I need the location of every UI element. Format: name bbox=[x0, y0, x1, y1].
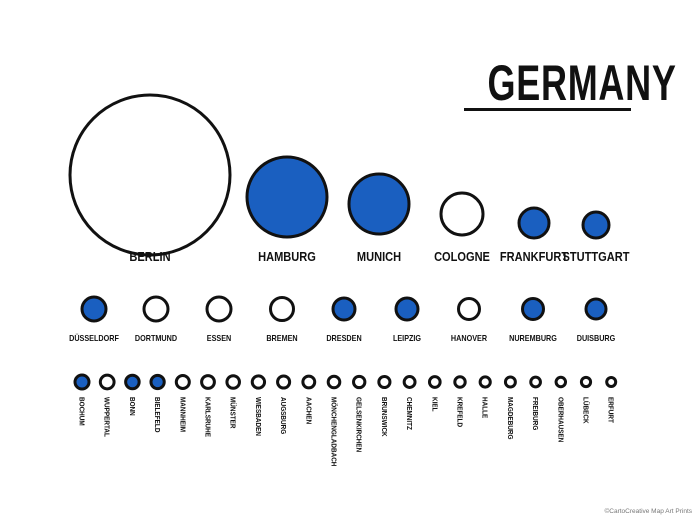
copyright-credit: ©CartoCreative Map Art Prints bbox=[604, 508, 692, 515]
city-circle-nuremburg bbox=[521, 297, 545, 321]
city-circle-oberhausen bbox=[554, 375, 568, 389]
city-label: HANOVER bbox=[450, 333, 488, 343]
city-label: FREIBURG bbox=[531, 397, 541, 431]
city-label: DUISBURG bbox=[576, 333, 616, 343]
city-circle-hanover bbox=[457, 297, 481, 321]
city-circle-kiel bbox=[427, 375, 442, 389]
city-label: BIELEFELD bbox=[153, 397, 163, 433]
city-circle-hamburg bbox=[245, 155, 329, 239]
city-label: MUNICH bbox=[356, 249, 402, 264]
city-label: BRUNSWICK bbox=[379, 397, 389, 437]
city-label: KIEL bbox=[430, 397, 440, 412]
city-circle-krefeld bbox=[453, 375, 467, 389]
city-label: OBERHAUSEN bbox=[556, 397, 566, 443]
city-label: ERFURT bbox=[606, 397, 616, 423]
city-circle-magdeburg bbox=[503, 375, 517, 389]
city-circle-stuttgart bbox=[581, 210, 611, 240]
city-circle-freiburg bbox=[529, 375, 542, 389]
city-label: DRESDEN bbox=[326, 333, 362, 343]
city-circle-duisburg bbox=[584, 297, 608, 321]
city-label: COLOGNE bbox=[434, 249, 490, 264]
city-label: STUTTGART bbox=[562, 249, 630, 264]
city-label: ESSEN bbox=[206, 333, 232, 343]
city-circle-berlin bbox=[68, 93, 232, 257]
city-label: DÜSSELDORF bbox=[69, 333, 119, 343]
city-circle-frankfurt bbox=[517, 206, 551, 240]
city-label: MAGDEBURG bbox=[505, 397, 515, 440]
city-circle-lübeck bbox=[579, 375, 593, 389]
city-circle-karlsruhe bbox=[200, 374, 216, 390]
city-circle-mannheim bbox=[174, 373, 191, 391]
city-label: AACHEN bbox=[304, 397, 314, 425]
city-label: AUGSBURG bbox=[279, 397, 289, 435]
city-circle-bremen bbox=[269, 296, 295, 322]
city-circle-dortmund bbox=[142, 295, 170, 323]
city-label: LEIPZIG bbox=[392, 333, 422, 343]
city-circle-essen bbox=[205, 295, 233, 323]
city-circle-bielefeld bbox=[149, 373, 166, 391]
city-label: CHEMNITZ bbox=[405, 397, 415, 430]
city-circle-dresden bbox=[331, 296, 357, 322]
city-label: WIESBADEN bbox=[253, 397, 263, 436]
city-label: GELSENKIRCHEN bbox=[354, 397, 364, 453]
city-label: KREFELD bbox=[455, 397, 465, 428]
city-label: FRANKFURT bbox=[499, 249, 569, 264]
city-circle-bonn bbox=[124, 373, 141, 391]
city-circle-halle bbox=[478, 375, 492, 389]
city-circle-augsburg bbox=[276, 374, 292, 390]
title-underline bbox=[464, 108, 631, 111]
city-circle-brunswick bbox=[377, 374, 392, 390]
city-label: WUPPERTAL bbox=[102, 397, 112, 437]
city-circle-wuppertal bbox=[98, 373, 116, 391]
city-circle-aachen bbox=[301, 374, 317, 390]
city-label: DORTMUND bbox=[134, 333, 178, 343]
city-circle-mönchengladbach bbox=[326, 374, 342, 390]
city-circle-leipzig bbox=[394, 296, 420, 322]
city-label: MÜNSTER bbox=[228, 397, 238, 429]
city-circle-erfurt bbox=[605, 376, 618, 388]
city-circle-düsseldorf bbox=[80, 295, 108, 323]
city-label: MÖNCHENGLADBACH bbox=[329, 397, 339, 467]
city-circle-wiesbaden bbox=[250, 374, 267, 390]
city-label: LÜBECK bbox=[581, 397, 591, 424]
city-label: BREMEN bbox=[266, 333, 298, 343]
city-label: BOCHUM bbox=[77, 397, 87, 426]
city-label: HAMBURG bbox=[258, 249, 316, 264]
city-label: MANNHEIM bbox=[178, 397, 188, 433]
city-label: BONN bbox=[127, 397, 137, 416]
city-label: BERLIN bbox=[129, 249, 171, 264]
city-circle-cologne bbox=[439, 191, 485, 237]
city-circle-bochum bbox=[73, 373, 91, 391]
city-circle-gelsenkirchen bbox=[352, 374, 367, 390]
city-circle-chemnitz bbox=[402, 375, 417, 389]
city-label: HALLE bbox=[480, 397, 490, 419]
city-circle-münster bbox=[225, 374, 241, 390]
city-label: NUREMBURG bbox=[509, 333, 557, 343]
city-label: KARLSRUHE bbox=[203, 397, 213, 438]
city-circle-munich bbox=[347, 172, 411, 236]
